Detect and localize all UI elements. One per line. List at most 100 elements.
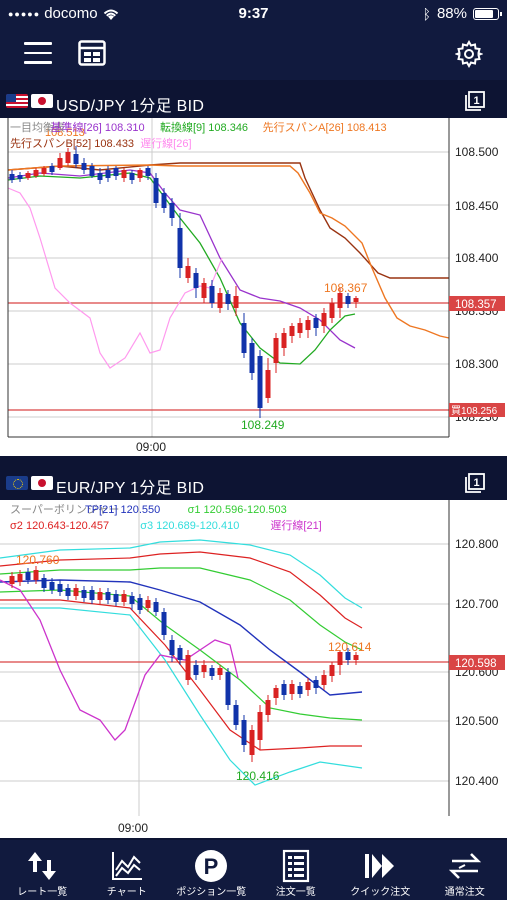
candle-body	[9, 174, 15, 180]
sigma3-lower-line	[0, 607, 363, 786]
bid-price-label: 120.598	[455, 658, 497, 670]
candle-body	[329, 665, 335, 676]
tab-positions[interactable]: P ポジション一覧	[169, 840, 254, 900]
candle-body	[337, 652, 343, 665]
battery-percent: 88%	[436, 5, 467, 22]
candle-body	[217, 668, 223, 675]
candle-body	[209, 668, 215, 676]
candle-body	[353, 655, 359, 660]
eurjpy-chart[interactable]: 120.800 120.700 120.600 120.500 120.400 …	[0, 500, 507, 838]
x-tick: 09:00	[118, 821, 148, 835]
candle-body	[257, 356, 263, 408]
order-list-icon	[282, 849, 309, 883]
gear-icon[interactable]	[455, 40, 483, 68]
candle-body	[105, 592, 111, 600]
tab-label: クイック注文	[350, 887, 411, 898]
candle-body	[89, 166, 95, 176]
eurjpy-pair-title[interactable]: EUR/JPY 1分足 BID	[56, 480, 205, 497]
candle-body	[177, 228, 183, 268]
candle-body	[233, 296, 239, 308]
candle-body	[305, 320, 311, 330]
candle-body	[241, 720, 247, 745]
tab-rate-list[interactable]: レート一覧	[0, 840, 85, 900]
layout-toggle-icon[interactable]	[78, 40, 106, 66]
candle-body	[73, 588, 79, 596]
candle-body	[273, 688, 279, 698]
tab-order-list[interactable]: 注文一覧	[254, 840, 339, 900]
candle-body	[313, 318, 319, 328]
candle-body	[41, 168, 47, 174]
usdjpy-chart-svg[interactable]: 108.500 108.450 108.400 108.350 108.300 …	[0, 118, 507, 456]
tenkan-line	[7, 172, 356, 365]
candle-body	[145, 168, 151, 176]
candle-body	[113, 168, 119, 176]
sigma2-upper-line	[0, 551, 363, 629]
candle-body	[161, 193, 167, 208]
legend-item: 遅行線[21]	[270, 518, 321, 532]
candle-body	[297, 686, 303, 694]
tab-label: レート一覧	[17, 887, 68, 898]
usdjpy-pair-title[interactable]: USD/JPY 1分足 BID	[56, 98, 205, 115]
candle-body	[281, 684, 287, 695]
chikou-line	[0, 579, 239, 741]
usdjpy-chart[interactable]: 108.500 108.450 108.400 108.350 108.300 …	[0, 118, 507, 456]
candle-body	[201, 665, 207, 672]
candle-body	[97, 173, 103, 180]
candle-body	[33, 570, 39, 580]
candle-body	[313, 680, 319, 688]
clock: 9:37	[238, 5, 269, 22]
candle-body	[265, 700, 271, 715]
candle-body	[185, 266, 191, 278]
candle-body	[121, 170, 127, 178]
candle-body	[33, 170, 39, 176]
candle-body	[137, 598, 143, 610]
candle-body	[49, 166, 55, 172]
candle-body	[289, 326, 295, 336]
candle-body	[305, 682, 311, 690]
chikou-line	[7, 187, 223, 369]
single-chart-icon[interactable]: 1	[465, 473, 485, 493]
eu-flag-icon	[6, 476, 28, 490]
tab-quick-order[interactable]: クイック注文	[338, 840, 423, 900]
y-tick: 108.500	[455, 145, 499, 159]
candle-body	[345, 652, 351, 660]
menu-button[interactable]	[24, 42, 52, 66]
candle-body	[57, 584, 63, 592]
candle-body	[233, 705, 239, 725]
legend-item: スーパーボリンジャー	[10, 503, 119, 516]
candle-body	[137, 170, 143, 178]
legend-item: 転換線[9] 108.346	[160, 120, 248, 134]
eurjpy-chart-svg[interactable]: 120.800 120.700 120.600 120.500 120.400 …	[0, 500, 507, 838]
candle-body	[81, 590, 87, 598]
sigma1-upper-line	[0, 567, 363, 651]
candle-body	[161, 612, 167, 635]
high-price-annotation: 108.367	[324, 281, 368, 295]
tab-label: 通常注文	[444, 887, 485, 898]
candle-body	[249, 730, 255, 755]
candle-body	[73, 154, 79, 164]
candle-body	[217, 293, 223, 308]
candle-body	[17, 175, 23, 179]
low-price-annotation: 120.416	[236, 769, 280, 783]
candle-body	[121, 594, 127, 602]
candle-body	[9, 576, 15, 584]
tab-normal-order[interactable]: 通常注文	[423, 840, 507, 900]
app-header	[0, 28, 507, 80]
candle-body	[169, 640, 175, 655]
candle-body	[49, 582, 55, 590]
sigma2-lower-line	[0, 599, 362, 751]
single-chart-icon[interactable]: 1	[465, 91, 485, 111]
candle-body	[297, 323, 303, 333]
status-bar: ●●●●● docomo 9:37 ᛒ 88%	[0, 0, 507, 28]
y-tick: 108.400	[455, 251, 499, 265]
candle-body	[265, 370, 271, 398]
candle-body	[105, 170, 111, 178]
candle-body	[97, 592, 103, 600]
chart-icon	[111, 852, 142, 880]
tab-label: 注文一覧	[275, 887, 316, 898]
legend-item: 先行スパンB[52] 108.433	[10, 137, 134, 150]
tab-chart[interactable]: チャート	[85, 840, 170, 900]
candle-body	[345, 296, 351, 304]
candle-body	[241, 323, 247, 353]
y-tick: 108.300	[455, 357, 499, 371]
